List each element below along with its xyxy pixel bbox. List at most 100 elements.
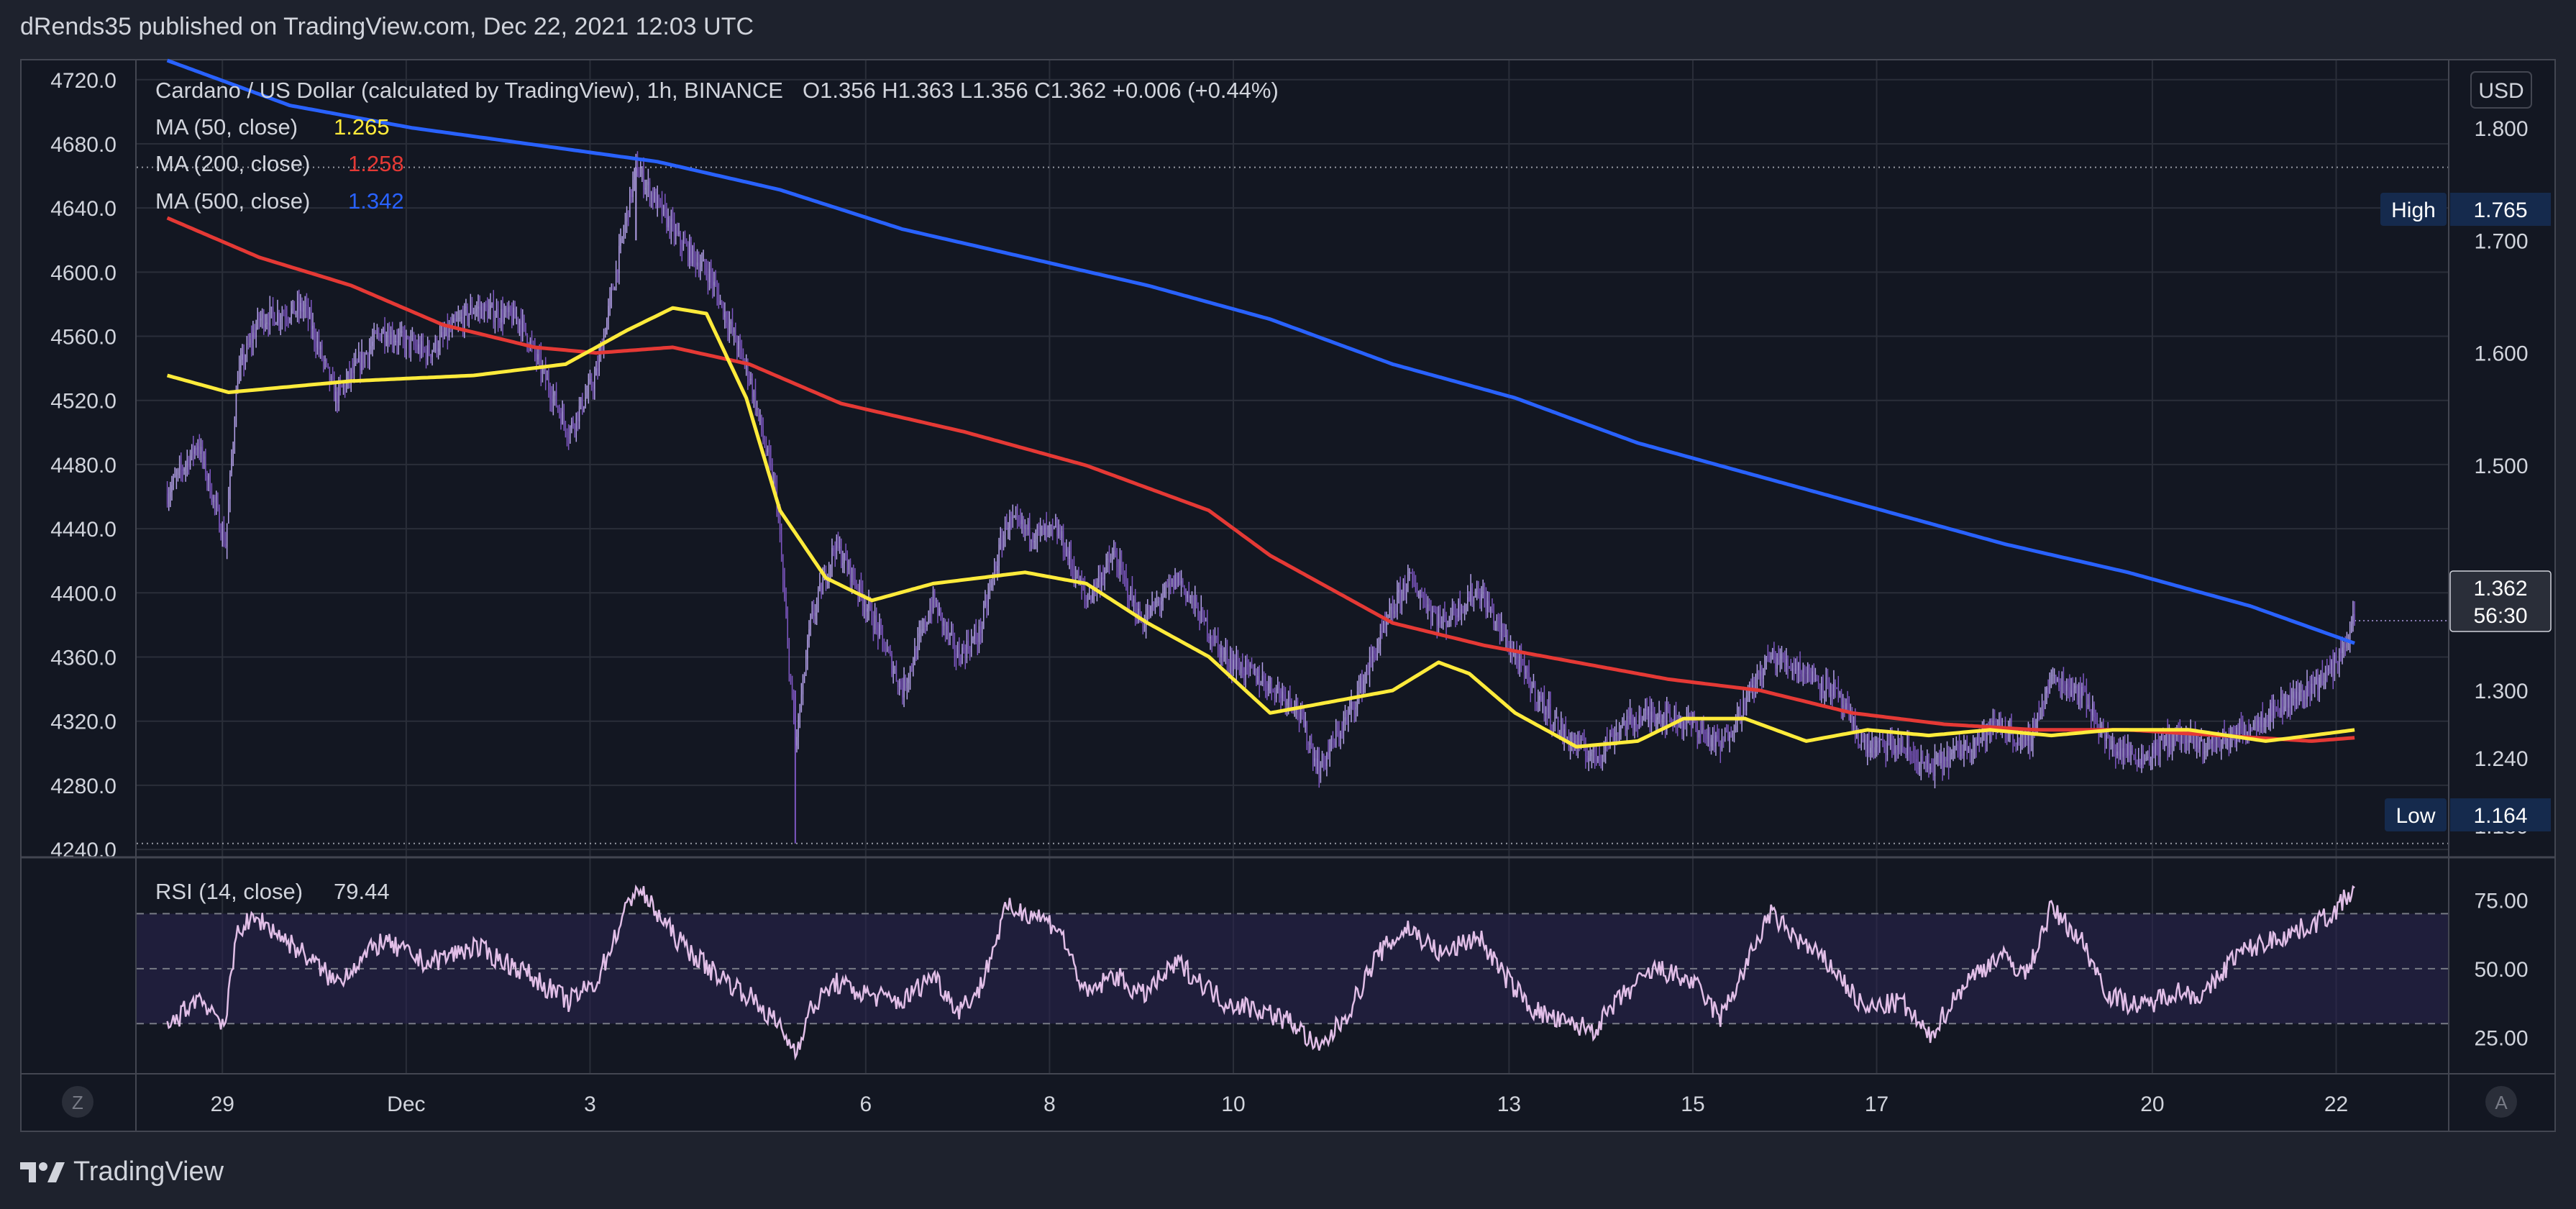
candle-body bbox=[2084, 687, 2086, 688]
candle-body bbox=[1729, 735, 1730, 741]
candle-body bbox=[2329, 668, 2331, 670]
candle-body bbox=[1341, 733, 1343, 734]
candle-body bbox=[713, 281, 715, 286]
time-tick-label: 3 bbox=[584, 1092, 596, 1116]
candle-body bbox=[1536, 702, 1538, 704]
candle-body bbox=[1444, 614, 1445, 618]
candle-body bbox=[385, 342, 387, 343]
candle-body bbox=[1399, 590, 1401, 603]
candle-body bbox=[168, 496, 170, 504]
candle-body bbox=[2023, 735, 2024, 738]
candle-body bbox=[626, 211, 628, 222]
candle-body bbox=[644, 188, 646, 190]
candle-body bbox=[2298, 692, 2301, 701]
candle-body bbox=[2265, 719, 2267, 724]
candle-body bbox=[549, 390, 551, 399]
candle-body bbox=[1383, 621, 1384, 631]
ma500-label[interactable]: MA (500, close) bbox=[155, 188, 310, 214]
candle-body bbox=[1456, 615, 1458, 618]
candle-body bbox=[1128, 598, 1130, 601]
candle-body bbox=[2142, 753, 2144, 761]
candle-body bbox=[813, 611, 815, 616]
candle-body bbox=[1124, 574, 1125, 577]
candle-body bbox=[555, 391, 557, 406]
candle-body bbox=[1764, 657, 1766, 669]
candle-body bbox=[2122, 748, 2124, 757]
candle-body bbox=[828, 567, 830, 579]
candle-body bbox=[1112, 555, 1113, 562]
candle-body bbox=[1620, 725, 1622, 732]
candle-body bbox=[2180, 736, 2183, 744]
candle-body bbox=[2187, 739, 2188, 743]
candle-body bbox=[2161, 735, 2162, 737]
candle-body bbox=[300, 303, 301, 311]
candle-body bbox=[839, 546, 841, 549]
candle-body bbox=[860, 580, 862, 593]
candle-body bbox=[508, 306, 510, 313]
candle-body bbox=[652, 192, 654, 201]
candle-body bbox=[2069, 687, 2070, 696]
rsi-legend-label[interactable]: RSI (14, close) bbox=[155, 879, 303, 904]
candle-body bbox=[1600, 757, 1602, 758]
candle-body bbox=[2222, 731, 2224, 744]
candle-body bbox=[1361, 678, 1363, 693]
candle-body bbox=[243, 354, 245, 365]
candle-body bbox=[1148, 611, 1150, 617]
candle-body bbox=[1664, 713, 1666, 726]
candle-body bbox=[1226, 650, 1228, 665]
candle-body bbox=[1451, 603, 1453, 619]
candle-body bbox=[1609, 733, 1611, 747]
ma50-label[interactable]: MA (50, close) bbox=[155, 114, 298, 140]
candle-body bbox=[729, 324, 730, 330]
candle-body bbox=[514, 307, 516, 319]
candle-body bbox=[752, 378, 753, 397]
candle-body bbox=[2286, 694, 2288, 708]
candle-body bbox=[2116, 751, 2118, 756]
candle-body bbox=[905, 677, 906, 688]
candle-body bbox=[629, 189, 631, 217]
candle-body bbox=[1916, 759, 1917, 762]
candle-body bbox=[1257, 676, 1259, 683]
candle-body bbox=[983, 606, 985, 624]
currency-button[interactable] bbox=[2470, 71, 2532, 109]
candle-body bbox=[1363, 680, 1364, 693]
legend-ohlc: O1.356 H1.363 L1.356 C1.362 +0.006 (+0.4… bbox=[803, 78, 1279, 103]
candle-body bbox=[1732, 732, 1733, 737]
tradingview-brand[interactable]: TradingView bbox=[20, 1156, 224, 1187]
candle-body bbox=[1789, 666, 1790, 667]
candle-body bbox=[372, 342, 373, 347]
candle-body bbox=[424, 348, 426, 350]
candle-body bbox=[759, 415, 761, 416]
candle-body bbox=[865, 605, 867, 612]
candle-body bbox=[480, 306, 482, 311]
tradingview-logo-icon bbox=[20, 1162, 65, 1182]
candle-body bbox=[874, 615, 876, 630]
right-axis-tick-label: 1.300 bbox=[2474, 680, 2528, 703]
candle-body bbox=[2046, 688, 2047, 693]
ma200-label[interactable]: MA (200, close) bbox=[155, 151, 310, 176]
candle-body bbox=[995, 568, 997, 571]
candle-body bbox=[171, 485, 173, 493]
time-tick-label: 22 bbox=[2324, 1092, 2348, 1116]
candle-body bbox=[503, 313, 505, 322]
candle-body bbox=[350, 369, 352, 380]
candle-body bbox=[1021, 519, 1023, 524]
candle-body bbox=[685, 243, 688, 245]
candle-body bbox=[872, 624, 874, 630]
candle-body bbox=[2139, 759, 2141, 765]
a-button[interactable] bbox=[2485, 1086, 2517, 1118]
candle-body bbox=[1596, 755, 1597, 762]
candle-body bbox=[344, 384, 346, 390]
candle-body bbox=[2352, 613, 2354, 624]
candle-body bbox=[1686, 718, 1688, 724]
candle-body bbox=[1135, 599, 1136, 615]
candle-body bbox=[1696, 729, 1698, 738]
candle-body bbox=[234, 426, 235, 444]
candle-body bbox=[346, 379, 347, 390]
candle-body bbox=[791, 683, 793, 698]
candle-body bbox=[793, 698, 795, 724]
z-button[interactable] bbox=[62, 1086, 93, 1118]
candle-body bbox=[773, 480, 775, 484]
candle-body bbox=[1433, 611, 1435, 613]
